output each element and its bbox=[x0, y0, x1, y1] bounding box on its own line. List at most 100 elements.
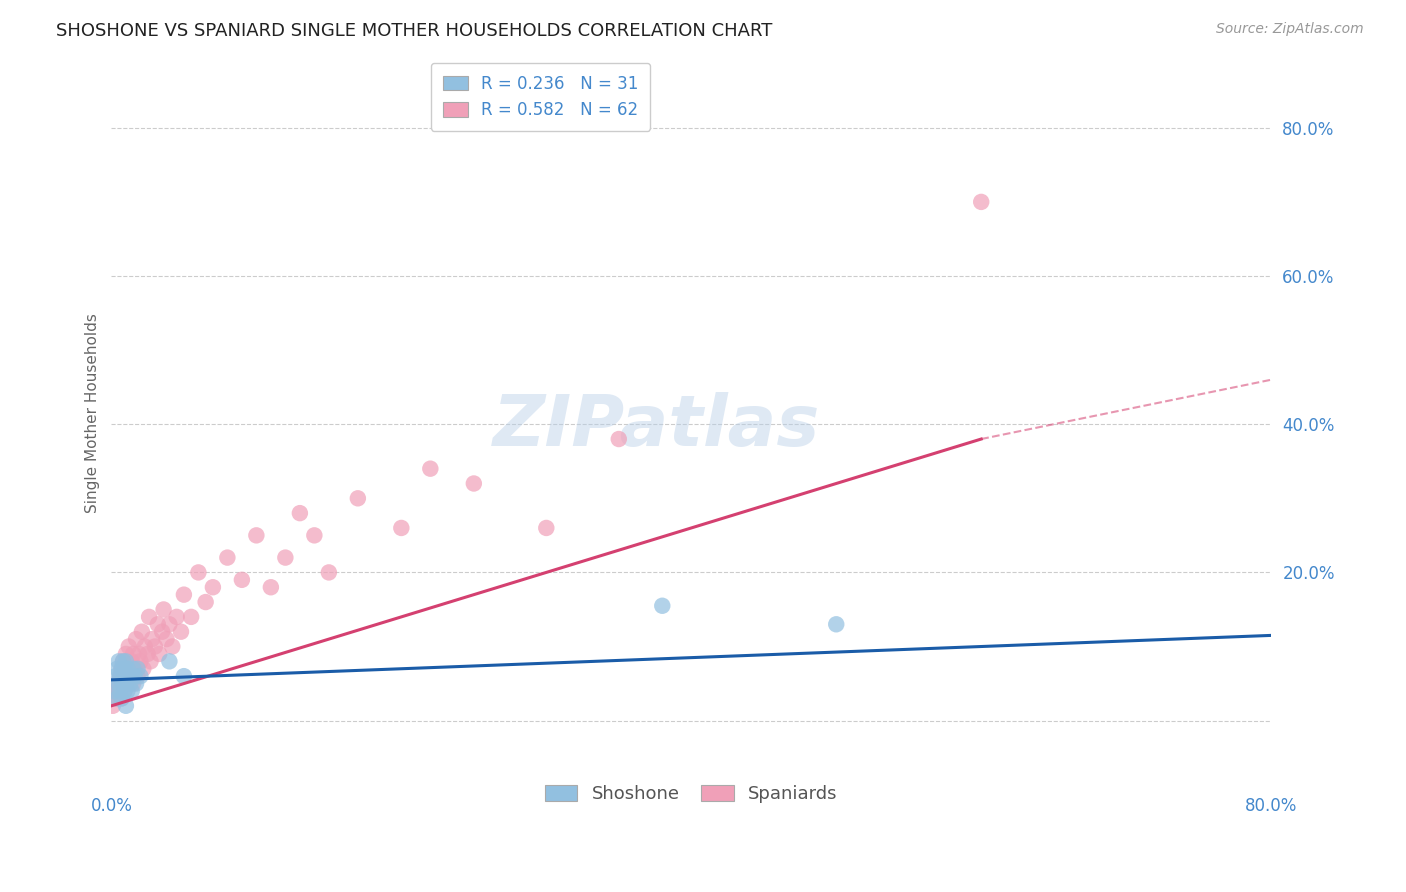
Point bbox=[139, 654, 162, 668]
Point bbox=[117, 684, 139, 698]
Point bbox=[115, 654, 138, 668]
Point bbox=[141, 632, 163, 646]
Point bbox=[107, 654, 129, 668]
Point bbox=[118, 662, 141, 676]
Point bbox=[114, 662, 136, 676]
Point bbox=[118, 640, 141, 654]
Point bbox=[108, 669, 131, 683]
Point bbox=[129, 669, 152, 683]
Point bbox=[136, 647, 159, 661]
Point bbox=[419, 461, 441, 475]
Point bbox=[170, 624, 193, 639]
Point bbox=[115, 676, 138, 690]
Y-axis label: Single Mother Households: Single Mother Households bbox=[86, 313, 100, 513]
Point bbox=[127, 669, 149, 683]
Point bbox=[536, 521, 558, 535]
Point bbox=[107, 684, 129, 698]
Point bbox=[157, 654, 180, 668]
Point bbox=[124, 669, 146, 683]
Point bbox=[173, 588, 195, 602]
Point bbox=[157, 617, 180, 632]
Point bbox=[110, 691, 132, 706]
Point bbox=[115, 647, 138, 661]
Point bbox=[110, 662, 132, 676]
Legend: Shoshone, Spaniards: Shoshone, Spaniards bbox=[537, 778, 845, 811]
Point bbox=[120, 669, 142, 683]
Point bbox=[115, 669, 138, 683]
Point bbox=[134, 640, 156, 654]
Point bbox=[108, 684, 131, 698]
Point bbox=[104, 669, 127, 683]
Point bbox=[120, 676, 142, 690]
Point bbox=[108, 669, 131, 683]
Point bbox=[124, 662, 146, 676]
Point bbox=[129, 654, 152, 668]
Point bbox=[155, 632, 177, 646]
Point bbox=[217, 550, 239, 565]
Point bbox=[122, 647, 145, 661]
Point bbox=[318, 566, 340, 580]
Point bbox=[105, 662, 128, 676]
Point bbox=[128, 647, 150, 661]
Point bbox=[150, 624, 173, 639]
Point bbox=[825, 617, 848, 632]
Point bbox=[245, 528, 267, 542]
Text: Source: ZipAtlas.com: Source: ZipAtlas.com bbox=[1216, 22, 1364, 37]
Point bbox=[115, 698, 138, 713]
Point bbox=[104, 691, 127, 706]
Point bbox=[117, 676, 139, 690]
Text: SHOSHONE VS SPANIARD SINGLE MOTHER HOUSEHOLDS CORRELATION CHART: SHOSHONE VS SPANIARD SINGLE MOTHER HOUSE… bbox=[56, 22, 773, 40]
Point bbox=[288, 506, 311, 520]
Point bbox=[194, 595, 217, 609]
Point bbox=[121, 684, 143, 698]
Point bbox=[110, 691, 132, 706]
Point bbox=[111, 654, 134, 668]
Point bbox=[148, 647, 170, 661]
Point bbox=[122, 662, 145, 676]
Point bbox=[146, 617, 169, 632]
Point bbox=[103, 684, 125, 698]
Text: 0.0%: 0.0% bbox=[90, 797, 132, 814]
Point bbox=[463, 476, 485, 491]
Point bbox=[103, 684, 125, 698]
Point bbox=[101, 698, 124, 713]
Point bbox=[125, 676, 148, 690]
Point bbox=[651, 599, 673, 613]
Point bbox=[970, 194, 993, 209]
Point bbox=[107, 676, 129, 690]
Point bbox=[187, 566, 209, 580]
Point bbox=[201, 580, 224, 594]
Point bbox=[162, 640, 184, 654]
Point bbox=[152, 602, 174, 616]
Point bbox=[118, 669, 141, 683]
Point bbox=[105, 676, 128, 690]
Point bbox=[114, 684, 136, 698]
Text: 80.0%: 80.0% bbox=[1244, 797, 1298, 814]
Text: ZIPatlas: ZIPatlas bbox=[492, 392, 820, 461]
Point bbox=[231, 573, 253, 587]
Point bbox=[127, 662, 149, 676]
Point bbox=[131, 624, 153, 639]
Point bbox=[114, 684, 136, 698]
Point bbox=[166, 610, 188, 624]
Point bbox=[105, 691, 128, 706]
Point bbox=[132, 662, 155, 676]
Point bbox=[274, 550, 297, 565]
Point bbox=[122, 676, 145, 690]
Point bbox=[389, 521, 412, 535]
Point bbox=[347, 491, 370, 506]
Point bbox=[143, 640, 166, 654]
Point bbox=[180, 610, 202, 624]
Point bbox=[111, 676, 134, 690]
Point bbox=[111, 676, 134, 690]
Point bbox=[138, 610, 160, 624]
Point bbox=[304, 528, 326, 542]
Point bbox=[111, 654, 134, 668]
Point bbox=[173, 669, 195, 683]
Point bbox=[117, 662, 139, 676]
Point bbox=[260, 580, 283, 594]
Point bbox=[110, 662, 132, 676]
Point bbox=[607, 432, 630, 446]
Point bbox=[125, 632, 148, 646]
Point bbox=[121, 654, 143, 668]
